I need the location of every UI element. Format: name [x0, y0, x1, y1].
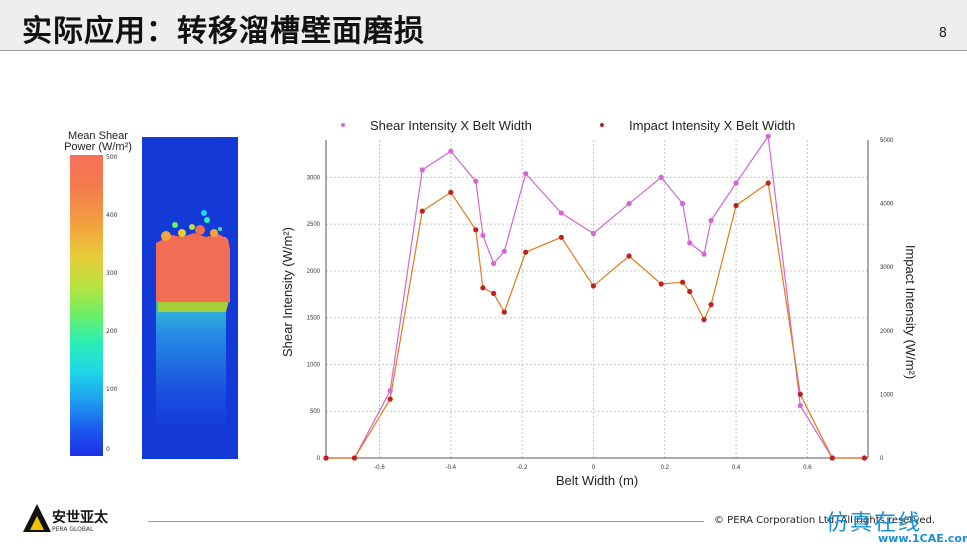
series-point-1: [473, 227, 479, 233]
chart-series: [323, 133, 868, 461]
series-point-1: [701, 317, 707, 323]
series-point-1: [387, 396, 393, 402]
series-point-1: [448, 189, 454, 195]
series-point-1: [523, 249, 529, 255]
y-tick-label: 0: [317, 456, 321, 462]
y-axis-label: Shear Intensity (W/m²): [280, 227, 295, 357]
wear-simulation-image: [142, 137, 238, 459]
series-point-1: [765, 180, 771, 186]
series-point-0: [658, 174, 664, 180]
series-point-0: [501, 248, 507, 254]
logo-triangle-icon: [23, 504, 51, 532]
series-point-1: [501, 309, 507, 315]
logo-subtext: PERA GLOBAL: [52, 526, 94, 533]
colorbar-tick: 200: [106, 328, 118, 335]
series-point-1: [708, 302, 714, 308]
colorbar: [70, 155, 103, 456]
series-point-1: [351, 455, 358, 461]
company-logo: 安世亚太 PERA GLOBAL: [22, 498, 132, 536]
series-point-1: [687, 288, 693, 295]
series-point-1: [861, 455, 868, 461]
y-tick-label: 3000: [307, 175, 321, 181]
series-point-0: [626, 201, 632, 207]
series-point-1: [323, 455, 329, 461]
x-tick-label: -0.4: [446, 465, 457, 471]
series-line-0: [326, 134, 865, 459]
x-tick-label: 0.2: [661, 465, 670, 471]
y2-tick-label: 5000: [880, 138, 894, 144]
series-point-1: [733, 202, 739, 209]
series-point-0: [419, 167, 425, 173]
x-tick-label: 0: [592, 465, 596, 471]
legend-label-shear: Shear Intensity X Belt Width: [370, 118, 532, 133]
x-axis-label: Belt Width (m): [556, 473, 638, 488]
colorbar-tick: 500: [106, 154, 118, 161]
series-point-0: [387, 388, 393, 394]
legend-marker-shear: [341, 123, 345, 127]
legend-label-impact: Impact Intensity X Belt Width: [629, 118, 795, 133]
y-tick-label: 2500: [307, 222, 321, 228]
y2-tick-label: 4000: [880, 202, 894, 208]
legend-marker-impact: [600, 123, 604, 127]
y2-tick-label: 0: [880, 456, 884, 462]
y-tick-label: 500: [310, 409, 321, 415]
y2-tick-label: 1000: [880, 392, 894, 398]
chart-ticks: 0 500 1000 1500 2000 2500 3000 -0.6 -0.4 -0.2 0 0.2…: [307, 138, 894, 471]
series-point-0: [680, 201, 686, 207]
watermark-url: www.1CAE.com: [878, 532, 967, 545]
series-point-1: [680, 279, 686, 285]
series-point-1: [590, 283, 597, 289]
series-point-0: [558, 210, 564, 216]
y-tick-label: 1500: [307, 316, 321, 322]
series-point-0: [797, 403, 803, 409]
simulation-contour: [142, 137, 238, 459]
series-point-0: [701, 251, 707, 257]
series-point-1: [480, 285, 486, 291]
series-point-0: [708, 217, 714, 223]
x-tick-label: 0.6: [803, 465, 812, 471]
logo-text: 安世亚太: [52, 510, 108, 526]
series-point-1: [658, 281, 664, 287]
series-point-0: [687, 240, 693, 246]
y2-axis-label: Impact Intensity (W/m²): [903, 245, 918, 379]
y2-tick-label: 3000: [880, 265, 894, 271]
title-bar: [0, 0, 967, 50]
series-point-0: [590, 230, 597, 237]
page-number: 8: [938, 26, 947, 41]
series-point-0: [491, 260, 497, 267]
series-point-0: [733, 180, 739, 186]
series-point-1: [829, 455, 835, 461]
footer-divider: [148, 521, 704, 522]
y2-tick-label: 2000: [880, 329, 894, 335]
slide-title: 实际应用：转移溜槽壁面磨损: [22, 14, 425, 49]
series-point-1: [558, 234, 564, 240]
series-point-0: [523, 171, 529, 177]
x-tick-label: 0.4: [732, 465, 741, 471]
chart-gridlines: [326, 140, 868, 458]
colorbar-title: Mean Shear Power (W/m²): [50, 131, 146, 153]
series-point-1: [419, 208, 425, 214]
x-tick-label: -0.2: [517, 465, 528, 471]
title-divider: [0, 50, 967, 51]
colorbar-tick: 0: [106, 446, 110, 453]
series-point-1: [626, 253, 632, 259]
series-point-1: [491, 290, 497, 296]
series-point-1: [797, 391, 803, 397]
colorbar-tick: 100: [106, 386, 118, 393]
series-point-0: [448, 148, 454, 154]
colorbar-title-line2: Power (W/m²): [64, 141, 132, 153]
series-point-0: [480, 232, 486, 238]
x-tick-label: -0.6: [374, 465, 385, 471]
colorbar-title-line1: Mean Shear: [68, 130, 128, 142]
series-point-0: [765, 133, 771, 139]
colorbar-tick: 400: [106, 212, 118, 219]
y-tick-label: 2000: [307, 269, 321, 275]
copyright-text: © PERA Corporation Ltd. All rights reser…: [714, 515, 936, 526]
colorbar-tick: 300: [106, 270, 118, 277]
y-tick-label: 1000: [307, 362, 321, 368]
series-point-0: [473, 178, 479, 184]
watermark-text: 仿真在线: [826, 511, 923, 536]
